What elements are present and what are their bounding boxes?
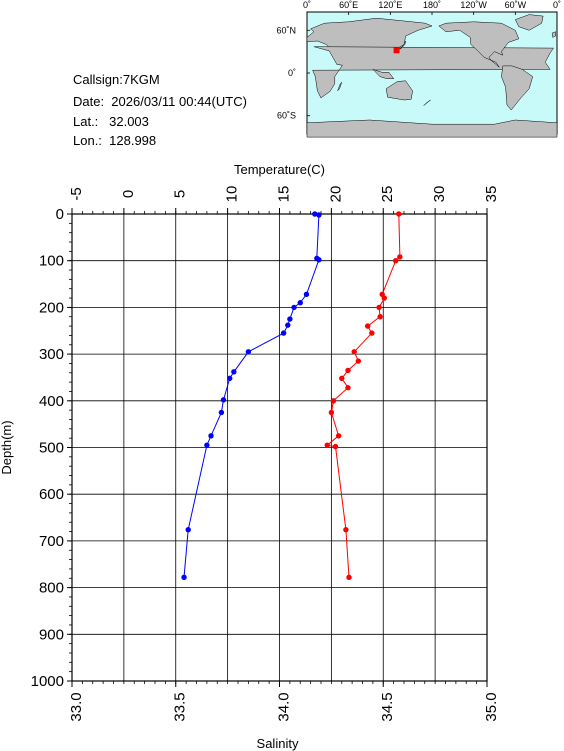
map-landmass bbox=[372, 69, 395, 79]
salinity-data-point bbox=[312, 211, 318, 217]
temperature-data-point bbox=[324, 442, 330, 448]
temperature-data-point bbox=[335, 433, 342, 439]
temp-tick-label: -5 bbox=[68, 187, 85, 200]
salinity-data-point bbox=[220, 397, 227, 403]
temperature-data-point bbox=[346, 574, 352, 581]
salinity-tick-label: 34.5 bbox=[379, 692, 396, 721]
depth-tick-label: 600 bbox=[39, 486, 64, 503]
salinity-data-point bbox=[181, 574, 187, 581]
temp-tick-label: 20 bbox=[327, 186, 344, 203]
temp-tick-label: 25 bbox=[379, 186, 396, 203]
depth-tick-label: 800 bbox=[39, 580, 64, 597]
temperature-data-point bbox=[343, 526, 349, 533]
temp-tick-label: 5 bbox=[172, 190, 189, 198]
temperature-data-point bbox=[328, 409, 335, 416]
salinity-axis-title: Salinity bbox=[257, 736, 299, 751]
salinity-data-point bbox=[291, 304, 297, 311]
map-landmass bbox=[385, 80, 413, 101]
temp-tick-label: 0 bbox=[120, 190, 137, 198]
depth-tick-label: 400 bbox=[39, 393, 64, 410]
temp-tick-label: 35 bbox=[483, 186, 500, 203]
temperature-data-point bbox=[351, 349, 357, 355]
map-landmass bbox=[423, 99, 431, 106]
station-marker bbox=[393, 47, 400, 54]
latitude-text: Lat.: 32.003 bbox=[73, 114, 149, 129]
temperature-data-point bbox=[393, 258, 399, 264]
depth-tick-label: 1000 bbox=[31, 673, 64, 690]
salinity-tick-label: 33.0 bbox=[68, 692, 85, 721]
depth-tick-label: 0 bbox=[56, 206, 64, 223]
map-lon-label: 60˚W bbox=[505, 0, 527, 10]
map-lon-label: 180˚ bbox=[423, 0, 441, 10]
salinity-data-point bbox=[280, 330, 287, 336]
map-lon-label: 120˚E bbox=[378, 0, 402, 10]
salinity-data-point bbox=[185, 526, 191, 533]
longitude-text: Lon.: 128.998 bbox=[73, 133, 157, 148]
depth-tick-label: 500 bbox=[39, 440, 64, 457]
salinity-tick-label: 34.0 bbox=[275, 692, 292, 721]
salinity-data-point bbox=[227, 375, 233, 382]
map-landmass bbox=[337, 82, 342, 91]
map-landmass bbox=[306, 119, 558, 138]
temperature-data-point bbox=[396, 211, 402, 217]
salinity-data-point bbox=[285, 322, 291, 328]
salinity-data-point bbox=[245, 349, 252, 355]
salinity-tick-label: 33.5 bbox=[172, 692, 189, 721]
salinity-profile-line bbox=[183, 213, 320, 578]
callsign-text: Callsign:7KGM bbox=[73, 72, 160, 87]
salinity-data-point bbox=[303, 291, 310, 298]
temperature-data-point bbox=[355, 358, 362, 364]
temperature-data-point bbox=[381, 295, 387, 301]
map-landmass bbox=[501, 65, 533, 111]
temperature-data-point bbox=[377, 314, 383, 320]
map-lon-label: 0˚ bbox=[553, 0, 561, 10]
salinity-data-point bbox=[208, 433, 214, 439]
depth-tick-label: 100 bbox=[39, 253, 64, 270]
salinity-data-point bbox=[287, 316, 293, 322]
map-landmass bbox=[397, 40, 406, 50]
temperature-axis-title: Temperature(C) bbox=[234, 162, 325, 177]
depth-tick-label: 300 bbox=[39, 346, 64, 363]
temp-tick-label: 30 bbox=[431, 186, 448, 203]
date-text: Date: 2026/03/11 00:44(UTC) bbox=[73, 94, 247, 109]
salinity-data-point bbox=[316, 257, 322, 263]
depth-tick-label: 200 bbox=[39, 299, 64, 316]
temperature-data-point bbox=[330, 398, 337, 404]
temperature-data-point bbox=[376, 304, 382, 311]
map-lat-label: 60˚S bbox=[277, 111, 296, 121]
temperature-profile-line bbox=[326, 213, 401, 578]
temp-tick-label: 10 bbox=[224, 186, 241, 203]
temperature-data-point bbox=[339, 375, 345, 382]
depth-tick-label: 900 bbox=[39, 626, 64, 643]
map-landmass bbox=[438, 21, 520, 68]
temperature-data-point bbox=[364, 323, 371, 329]
temperature-data-point bbox=[332, 443, 339, 450]
salinity-data-point bbox=[231, 369, 237, 375]
salinity-data-point bbox=[204, 442, 210, 448]
temperature-data-point bbox=[369, 330, 375, 336]
temperature-data-point bbox=[345, 385, 351, 391]
map-lat-label: 0˚ bbox=[288, 68, 296, 78]
temp-tick-label: 15 bbox=[275, 186, 292, 203]
salinity-data-point bbox=[316, 212, 322, 218]
salinity-data-point bbox=[297, 300, 303, 306]
map-lat-label: 60˚N bbox=[276, 25, 296, 35]
map-lon-label: 0˚ bbox=[303, 0, 311, 10]
temperature-data-point bbox=[345, 367, 351, 374]
depth-tick-label: 700 bbox=[39, 533, 64, 550]
salinity-tick-label: 35.0 bbox=[483, 692, 500, 721]
temperature-data-point bbox=[397, 254, 403, 260]
map-lon-label: 60˚E bbox=[339, 0, 358, 10]
map-lon-label: 120˚W bbox=[460, 0, 487, 10]
map-landmass bbox=[312, 46, 554, 99]
depth-axis-title: Depth(m) bbox=[0, 420, 14, 474]
salinity-data-point bbox=[218, 409, 225, 416]
map-landmass bbox=[551, 31, 556, 38]
map-landmass bbox=[514, 14, 544, 31]
